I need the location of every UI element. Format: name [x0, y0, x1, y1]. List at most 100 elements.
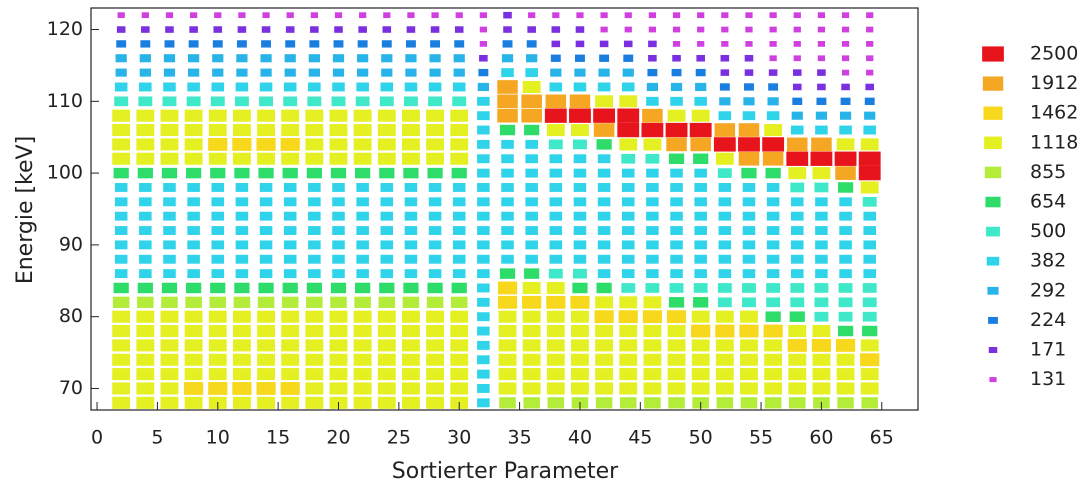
heat-cell: [641, 122, 664, 138]
heat-cell: [112, 325, 131, 338]
heat-cell: [619, 296, 638, 309]
heat-cell: [426, 109, 445, 122]
heat-cell: [114, 82, 128, 92]
heat-cell: [235, 82, 249, 92]
heat-cell: [305, 310, 324, 323]
heat-cell: [306, 296, 323, 308]
heat-cell: [718, 211, 732, 221]
heat-cell: [426, 382, 445, 395]
heat-cell: [160, 382, 179, 395]
heat-cell: [576, 12, 584, 19]
heat-cell: [544, 108, 567, 123]
heat-cell: [308, 197, 321, 207]
heat-cell: [162, 96, 177, 107]
heat-cell: [742, 211, 756, 221]
heat-cell: [861, 397, 878, 409]
heat-cell: [237, 26, 247, 33]
heat-cell: [645, 283, 660, 293]
heat-cell: [593, 123, 615, 137]
heat-cell: [621, 269, 635, 279]
heat-cell: [256, 382, 276, 395]
heat-cell: [380, 269, 394, 279]
heat-cell: [841, 55, 850, 62]
heat-cell: [765, 311, 781, 322]
heat-cell: [740, 368, 758, 381]
heat-cell: [498, 368, 517, 381]
x-tick-label: 25: [387, 427, 411, 449]
legend-label: 855: [1030, 161, 1066, 183]
heat-cell: [498, 382, 517, 395]
x-axis-label: Sortierter Parameter: [392, 459, 619, 484]
heat-cell: [866, 12, 874, 19]
heat-cell: [860, 339, 879, 352]
heat-cell: [257, 310, 275, 323]
heat-cell: [139, 82, 152, 92]
heat-cell: [672, 12, 681, 19]
heat-cell: [281, 124, 300, 137]
heat-cell: [691, 368, 710, 381]
heat-cell: [694, 269, 707, 279]
heat-cell: [258, 167, 274, 179]
heat-cell: [163, 183, 176, 192]
heat-cell: [353, 138, 372, 151]
heat-cell: [426, 152, 445, 165]
heat-cell: [163, 240, 176, 250]
heat-cell: [426, 339, 445, 352]
heat-cell: [160, 339, 179, 352]
heat-cell: [715, 310, 734, 323]
heat-cell: [236, 54, 248, 63]
heat-cell: [187, 226, 200, 235]
heat-cell: [522, 382, 541, 395]
heat-cell: [841, 69, 850, 76]
heat-cell: [306, 282, 322, 294]
heat-cell: [235, 211, 249, 221]
heat-cell: [552, 12, 560, 19]
heat-cell: [112, 152, 131, 165]
heat-cell: [238, 12, 246, 19]
heat-cell: [790, 283, 805, 293]
heat-cell: [187, 211, 200, 221]
heat-cell: [210, 167, 226, 179]
heat-cell: [811, 338, 832, 352]
heat-cell: [501, 168, 514, 178]
heat-cell: [431, 12, 439, 19]
heat-cell: [353, 124, 372, 137]
heat-cell: [763, 324, 783, 338]
heat-cell: [866, 55, 874, 62]
heat-cell: [721, 26, 729, 33]
heat-cell: [643, 296, 662, 309]
heat-cell: [718, 111, 732, 121]
heat-cell: [766, 211, 780, 221]
heat-cell: [549, 226, 563, 235]
heat-cell: [355, 96, 370, 107]
heat-cell: [596, 139, 612, 150]
x-tick-label: 60: [809, 427, 833, 449]
heat-cell: [571, 382, 589, 395]
heat-cell: [715, 324, 735, 338]
heat-cell: [479, 54, 488, 62]
heat-cell: [694, 211, 707, 221]
heat-cell: [452, 240, 466, 250]
heat-cell: [353, 396, 372, 409]
heat-cell: [404, 254, 418, 264]
heat-cell: [694, 240, 707, 250]
y-tick-label: 80: [59, 305, 83, 327]
heat-cell: [477, 226, 490, 235]
heat-cell: [815, 269, 828, 279]
heat-cell: [547, 397, 565, 409]
heat-cell: [718, 254, 732, 264]
heat-cell: [765, 167, 781, 179]
heat-cell: [695, 68, 706, 77]
heat-cell: [740, 382, 758, 395]
heat-cell: [501, 68, 514, 78]
heat-cell: [769, 55, 777, 62]
heat-cell: [745, 12, 753, 19]
heat-cell: [455, 12, 463, 19]
heat-cell: [114, 211, 128, 221]
heat-cell: [281, 152, 300, 165]
heat-cell: [160, 124, 179, 137]
heat-cell: [694, 183, 707, 192]
heat-cell: [209, 296, 227, 308]
heat-cell: [450, 353, 469, 366]
